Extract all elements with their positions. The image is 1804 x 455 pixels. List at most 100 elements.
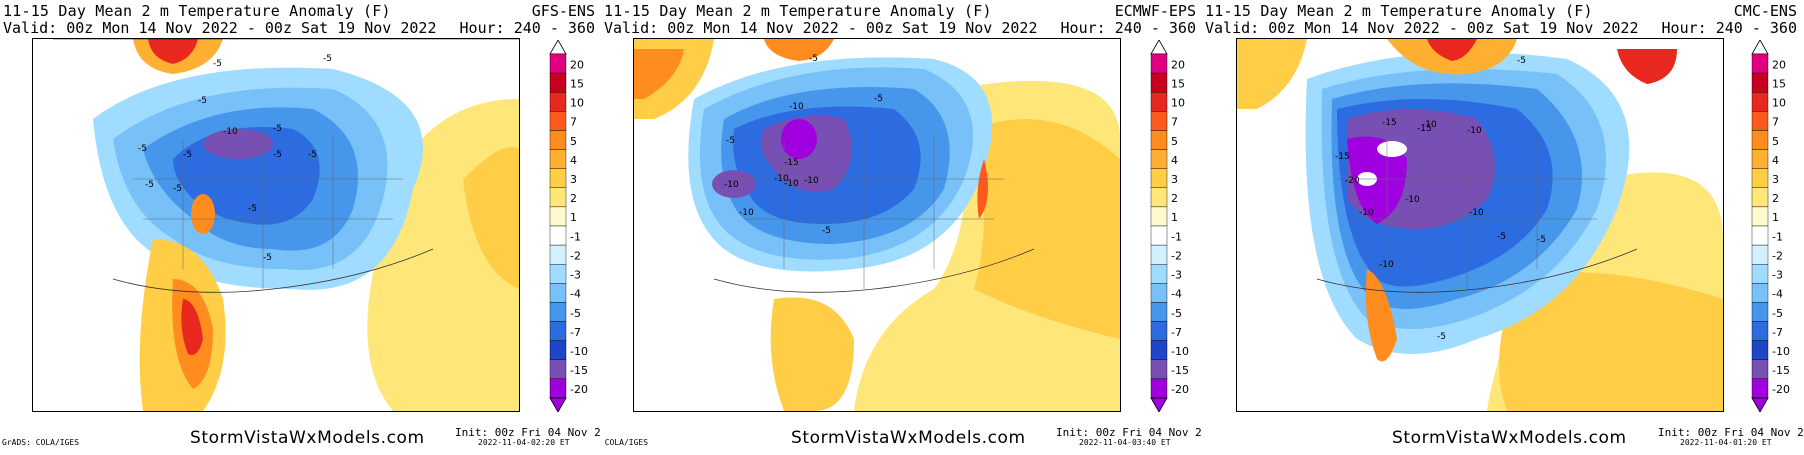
colorbar-label: 2 [570, 192, 577, 205]
contour-label: -20 [1345, 176, 1360, 186]
colorbar-label: 5 [570, 135, 577, 148]
init-time: Init: 00z Fri 04 Nov 2022 [1658, 426, 1803, 439]
colorbar-label: 10 [1171, 97, 1185, 110]
contour-label: -5 [273, 124, 282, 134]
colorbar-label: 10 [570, 97, 584, 110]
colorbar-swatch [1751, 111, 1769, 131]
colorbar-label: 4 [570, 154, 577, 167]
colorbar-swatch [549, 359, 567, 380]
forecast-hour: Hour: 240 - 360 [1661, 19, 1797, 37]
colorbar-swatch [1150, 168, 1168, 188]
contour-label: -10 [1422, 120, 1437, 130]
colorbar-swatch [1751, 187, 1769, 208]
colorbar-swatch [549, 53, 567, 74]
colorbar-label: -1 [570, 230, 581, 243]
contour-label: -15 [1382, 118, 1397, 128]
model-name: CMC-ENS [1733, 2, 1797, 20]
colorbar-swatch [549, 206, 567, 227]
panel-title: 11-15 Day Mean 2 m Temperature Anomaly (… [3, 2, 391, 20]
colorbar-label: -5 [570, 307, 581, 320]
forecast-hour: Hour: 240 - 360 [459, 19, 595, 37]
colorbar-swatch [1150, 321, 1168, 341]
colorbar-swatch [549, 283, 567, 303]
colorbar-label: -1 [1772, 230, 1783, 243]
colorbar: 20 15 10 7 5 4 3 2 1 -1 -2 -3 -4 -5 -7 -10 -15 -20 [546, 39, 596, 413]
contour-label: -5 [1437, 332, 1446, 342]
colorbar-label: -3 [1772, 269, 1783, 282]
panel-title: 11-15 Day Mean 2 m Temperature Anomaly (… [1205, 2, 1593, 20]
colorbar-swatch [549, 111, 567, 131]
contour-label: -5 [198, 96, 207, 106]
colorbar-label: 10 [1772, 97, 1786, 110]
colorbar-label: -2 [1171, 249, 1182, 262]
colorbar-swatch [1751, 225, 1769, 246]
colorbar-label: -20 [1171, 383, 1189, 396]
colorbar-label: -15 [570, 364, 588, 377]
contour-label: -5 [323, 54, 332, 64]
contour-label: -10 [784, 179, 799, 189]
colorbar-label: -2 [570, 249, 581, 262]
contour-label: -10 [724, 180, 739, 190]
colorbar-label: 1 [1171, 211, 1178, 224]
colorbar-swatch [1150, 264, 1168, 284]
colorbar-swatch [1751, 359, 1769, 380]
contour-label: -5 [273, 150, 282, 160]
init-time: Init: 00z Fri 04 Nov 2022 [1056, 426, 1202, 439]
colorbar-label: 2 [1772, 192, 1779, 205]
colorbar-swatch [1150, 244, 1168, 265]
model-name: ECMWF-EPS [1114, 2, 1196, 20]
contour-label: -5 [138, 144, 147, 154]
forecast-hour: Hour: 240 - 360 [1060, 19, 1196, 37]
colorbar-label: -10 [1171, 345, 1189, 358]
grads-credit: GrADS: COLA/IGES [2, 438, 80, 447]
colorbar-label: -10 [1772, 345, 1790, 358]
colorbar-label: -20 [1772, 383, 1790, 396]
colorbar-label: -7 [1171, 326, 1182, 339]
contour-label: -10 [789, 102, 804, 112]
colorbar-label: -7 [570, 326, 581, 339]
colorbar-swatch [1751, 378, 1769, 399]
render-timestamp: 2022-11-04-02:20 ET [478, 438, 570, 447]
colorbar-swatch [549, 187, 567, 208]
contour-label: -10 [1469, 208, 1484, 218]
colorbar-label: -4 [1772, 288, 1783, 301]
contour-label: -5 [822, 226, 831, 236]
contour-label: -5 [726, 136, 735, 146]
colorbar-swatch [1751, 206, 1769, 227]
colorbar-swatch [1751, 302, 1769, 322]
render-timestamp: 2022-11-04-01:20 ET [1680, 438, 1772, 447]
colorbar-swatch [1150, 359, 1168, 380]
contour-label: -10 [1379, 260, 1394, 270]
valid-period: Valid: 00z Mon 14 Nov 2022 - 00z Sat 19 … [604, 19, 1038, 37]
colorbar-label: 15 [1772, 77, 1786, 90]
contour-label: -5 [145, 180, 154, 190]
colorbar-swatch [549, 264, 567, 284]
init-time: Init: 00z Fri 04 Nov 2022 [455, 426, 601, 439]
colorbar-swatch [1150, 340, 1168, 360]
contour-label: -10 [223, 127, 238, 137]
valid-period: Valid: 00z Mon 14 Nov 2022 - 00z Sat 19 … [3, 19, 437, 37]
colorbar-label: -2 [1772, 249, 1783, 262]
contour-label: -10 [774, 174, 789, 184]
anomaly-map: -15 -10 -15 -20 -10 -10 -15 -10 -10 -5 -… [1236, 38, 1724, 412]
colorbar-swatch [549, 225, 567, 246]
contour-label: -5 [183, 150, 192, 160]
valid-period: Valid: 00z Mon 14 Nov 2022 - 00z Sat 19 … [1205, 19, 1639, 37]
colorbar-label: -5 [1171, 307, 1182, 320]
colorbar-label: 20 [1171, 58, 1185, 71]
colorbar-swatch [1751, 72, 1769, 93]
colorbar-swatch [549, 321, 567, 341]
contour-label: -10 [804, 176, 819, 186]
anomaly-map: -5 -5 -5 -5 -5 -5 -5 -10 -5 -5 -5 -5 -5 [32, 38, 520, 412]
colorbar-label: 4 [1772, 154, 1779, 167]
colorbar-swatch [1150, 187, 1168, 208]
website-credit: StormVistaWxModels.com [1392, 428, 1627, 448]
contour-label: -5 [173, 184, 182, 194]
contour-label: -10 [1467, 126, 1482, 136]
colorbar-swatch [1150, 206, 1168, 227]
contour-label: -15 [1417, 124, 1432, 134]
colorbar-label: -10 [570, 345, 588, 358]
colorbar-swatch [549, 340, 567, 360]
render-timestamp: 2022-11-04-03:40 ET [1079, 438, 1171, 447]
colorbar-swatch [549, 378, 567, 399]
